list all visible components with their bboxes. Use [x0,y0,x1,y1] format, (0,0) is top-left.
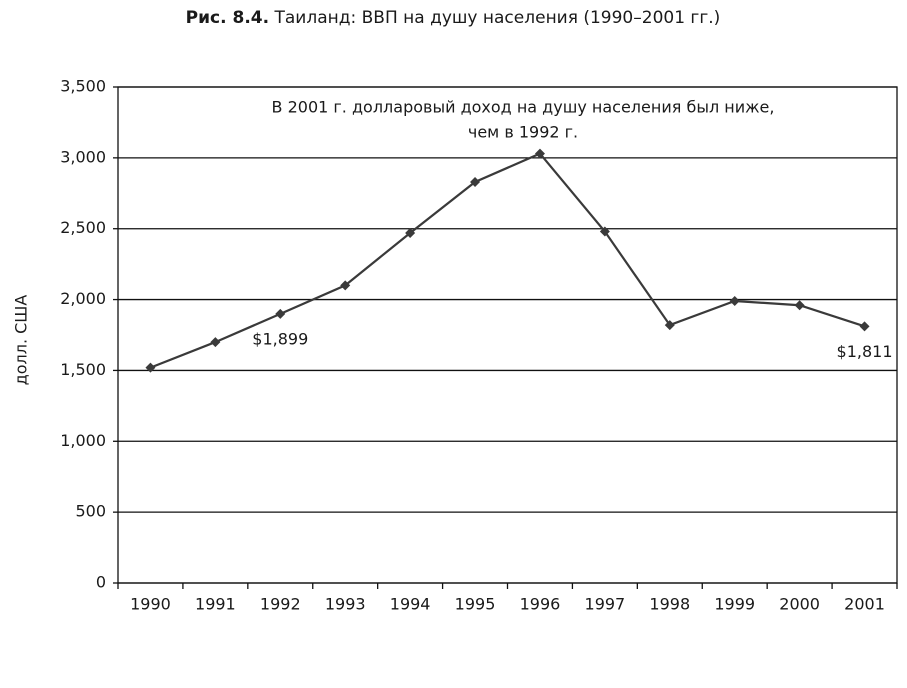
y-tick-label: 2,000 [60,289,106,308]
data-point [275,308,286,319]
data-point [664,320,675,331]
x-tick-label: 1997 [585,595,626,614]
data-label: $1,899 [252,329,308,348]
y-tick-label: 3,000 [60,147,106,166]
x-tick-label: 1998 [649,595,690,614]
data-point [729,295,740,306]
y-tick-label: 500 [75,502,106,521]
x-tick-label: 1993 [325,595,366,614]
data-point [599,226,610,237]
annotation: В 2001 г. долларовый доход на душу насел… [272,98,775,117]
x-tick-label: 1991 [195,595,236,614]
y-tick-label: 1,500 [60,360,106,379]
y-tick-label: 3,500 [60,77,106,96]
x-tick-label: 2000 [779,595,820,614]
x-tick-label: 1995 [455,595,496,614]
data-point [534,148,545,159]
x-tick-label: 1994 [390,595,431,614]
data-label: $1,811 [837,342,893,361]
y-axis-label: долл. США [12,295,31,386]
figure-label: Рис. 8.4. [186,8,269,28]
plot-frame [117,86,898,584]
y-tick-label: 0 [96,573,106,592]
x-tick-label: 1996 [520,595,561,614]
y-tick-label: 2,500 [60,218,106,237]
x-tick-label: 2001 [844,595,885,614]
data-point [145,362,156,373]
data-point [794,300,805,311]
x-tick-label: 1990 [130,595,171,614]
data-point [405,227,416,238]
annotation: чем в 1992 г. [468,123,578,142]
x-tick-label: 1992 [260,595,301,614]
data-line [150,152,865,369]
chart-title: Рис. 8.4. Таиланд: ВВП на душу населения… [186,8,721,28]
y-tick-label: 1,000 [60,431,106,450]
x-tick-label: 1999 [714,595,755,614]
data-point [210,337,221,348]
data-point [340,280,351,291]
data-point [859,321,870,332]
title-text: Таиланд: ВВП на душу населения (1990–200… [273,8,720,28]
data-point [470,176,481,187]
